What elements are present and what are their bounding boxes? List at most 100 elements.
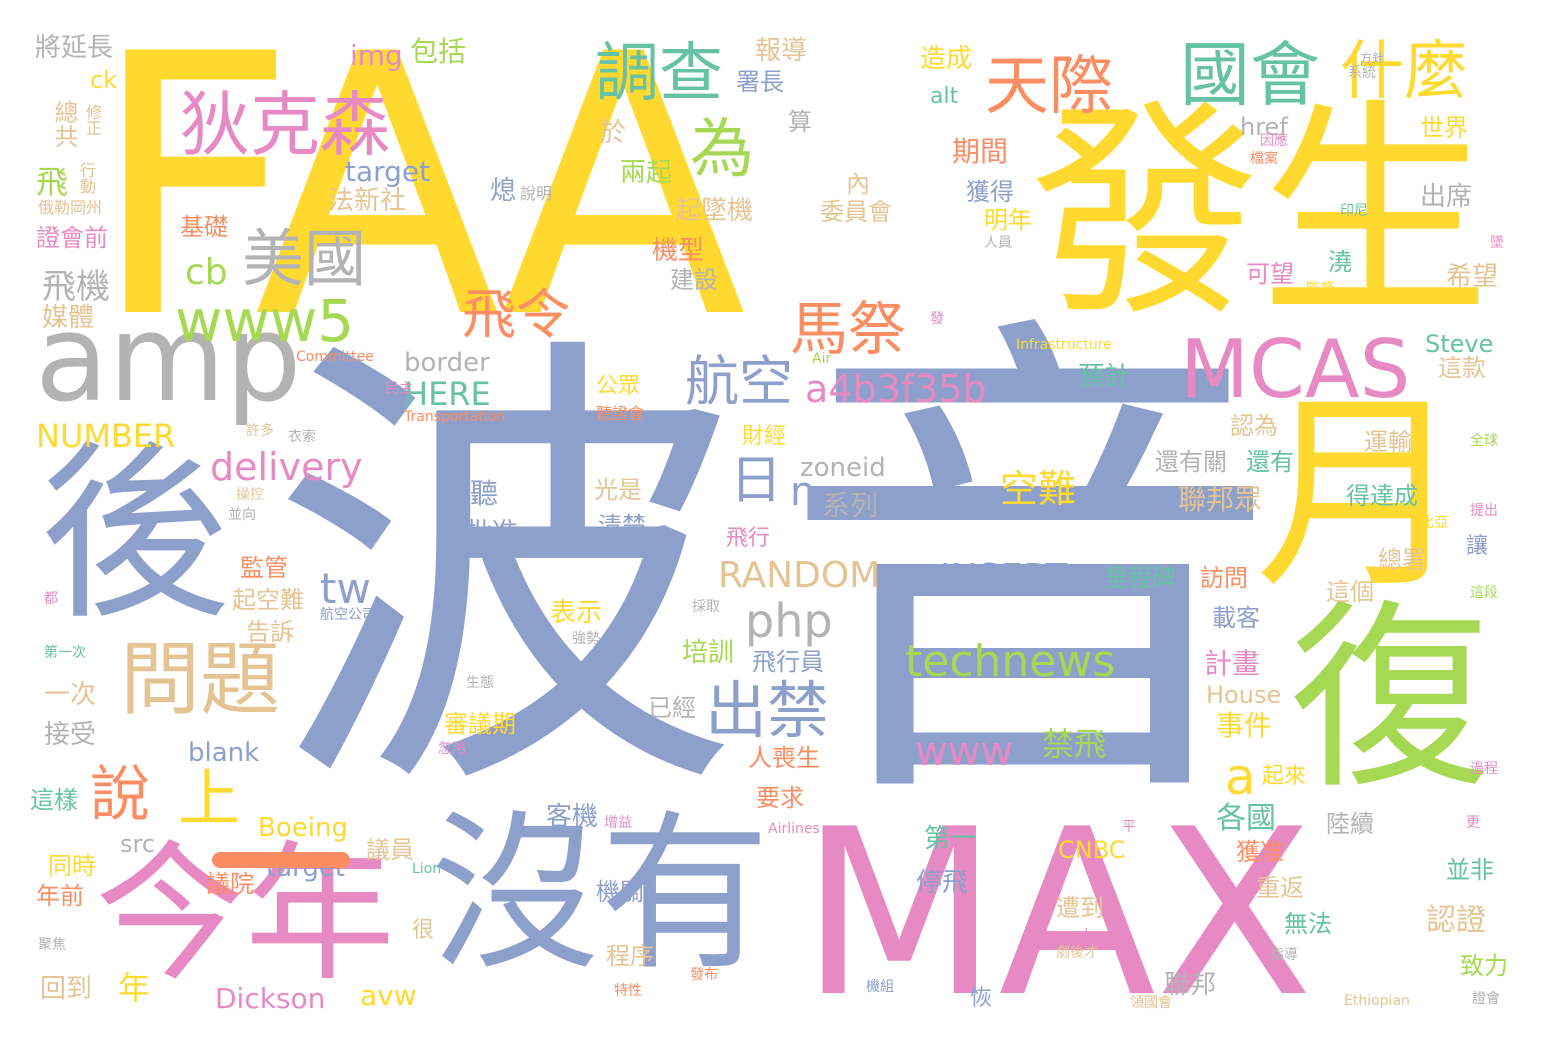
word-bo: 波 [270,301,740,848]
word-zhidao: 指導 [1270,947,1298,963]
word-guohui: 國會 [1180,34,1320,116]
word-zhili: 致力 [1460,952,1508,980]
word-jinfei: 禁飛 [1042,725,1107,763]
word-airlines: Airlines [768,821,820,837]
word-renzheng: 認證 [1426,903,1486,938]
word-dikesen: 狄克森 [180,84,390,166]
word-alt: alt [930,84,959,109]
word-diyici: 第一次 [44,645,86,661]
word-committee: Committee [296,349,374,365]
word-yici: 一次 [44,680,97,710]
word-yinqing: 因應 [1260,133,1288,149]
word-lingguohui: 領國會 [1130,995,1172,1011]
word-target1: target [345,155,431,188]
word-yu: 於 [600,118,627,148]
word-and: and [1062,927,1089,943]
word-licheng: 里程碑 [1104,564,1176,592]
word-gexiang: 各國 [1216,801,1276,836]
word-fu: 復 [1290,583,1491,816]
word-gangzhou: 俄勒岡州 [38,198,103,217]
word-zhenghuiqian: 證會前 [36,224,108,252]
word-tingfei: 停飛 [916,868,969,898]
word-juji: 聚焦 [38,937,66,953]
word-guocheng: 過程 [1470,761,1498,777]
word-gaosu: 告訴 [246,618,294,646]
word-jichu: 基礎 [180,213,228,241]
word-ping: 平 [1122,819,1136,835]
word-dickson: Dickson [215,982,326,1015]
word-diyi: 第一 [924,824,977,854]
word-luxu: 陸續 [1326,810,1374,838]
word-yiqiu: 衣索 [288,429,316,445]
word-php: php [745,594,833,648]
word-baodao: 報導 [755,36,808,66]
word-chongfan: 重返 [1256,874,1304,902]
word-hou: 後 [40,424,231,645]
word-mcas: MCAS [1180,323,1411,416]
word-qikongnan: 起空難 [232,586,304,614]
word-img: img [350,39,403,72]
word-gongzhong: 公眾 [596,374,641,399]
word-steve: Steve [1425,330,1494,358]
word-yuji: 預計 [1078,362,1131,392]
word-guangshi: 光是 [594,476,642,504]
word-caiqu: 採取 [692,599,720,615]
word-meiguo: 美國 [242,222,367,295]
word-src: src [120,830,156,858]
word-href: href [1240,113,1288,141]
word-niangian: 年前 [36,882,84,910]
word-renshangsheng: 人喪生 [748,744,820,772]
word-jizu: 機組 [866,979,894,995]
word-jiandu: 監督 [1306,281,1334,297]
word-avw: avw [360,979,417,1012]
word-qijian: 期間 [952,135,1009,168]
word-a: a [1225,748,1256,806]
word-yinni: 印尼 [1340,203,1368,219]
word-shuoming: 說明 [520,184,553,203]
word-fafang: 發 [930,311,944,327]
word-wei: 為 [690,113,754,187]
word-lianbang: 聯邦 [1164,970,1217,1000]
word-meiti: 媒體 [42,303,95,333]
word-cnbc: CNBC [1058,836,1126,864]
word-feiling: 飛令 [462,283,570,346]
word-jianshe: 建設 [670,266,718,294]
word-maji: 馬祭 [790,295,907,363]
word-bi: 比亞 [1420,515,1448,531]
word-jiekou: 接受 [44,720,97,750]
word-diaocha: 調查 [595,37,723,111]
word-xilie: 系列 [822,489,879,522]
word-bingfei: 並非 [1446,856,1494,884]
word-yiyuan2: 議院 [206,870,254,898]
word-xitong: 系統 [1348,65,1376,81]
word-wufa: 無法 [1284,910,1332,938]
word-faxinshe: 法新社 [328,186,407,216]
word-www5: www5 [175,287,355,355]
word-shijian: 事件 [1216,709,1273,742]
word-haiyou: 還有 [1246,448,1294,476]
word-www: www [915,729,1014,775]
word-zhekuan: 這款 [1438,354,1486,382]
word-zoneid: zoneid [800,453,886,483]
word-feixing: 飛行 [726,526,771,551]
word-yin: 音 [780,279,1280,861]
word-here: HERE [404,375,491,413]
word-haiyouguan: 還有關 [1155,448,1227,476]
word-xiandong: 熄 [490,176,517,206]
word-a4b3f35b: a4b3f35b [805,367,987,411]
word-kongnan: 空難 [1000,467,1077,511]
word-zhenghui: 證會 [1472,991,1500,1007]
word-air: Air [812,351,832,367]
word-jiazhu: 澆 [1328,248,1352,276]
word-faa: FAA [90,0,747,397]
word-infrastructure: Infrastructure [1016,337,1112,353]
word-huode: 獲得 [966,178,1014,206]
word-renwei: 認為 [1230,412,1278,440]
word-huifu: 恢 [970,986,993,1011]
word-zhege: 這個 [1326,578,1374,606]
word-nian: 年 [118,969,151,1007]
word-zhe: 這段 [1470,585,1498,601]
word-hangkonggongsi: 航空公司 [320,607,376,623]
word-zhezhang: 這樣 [30,786,78,814]
